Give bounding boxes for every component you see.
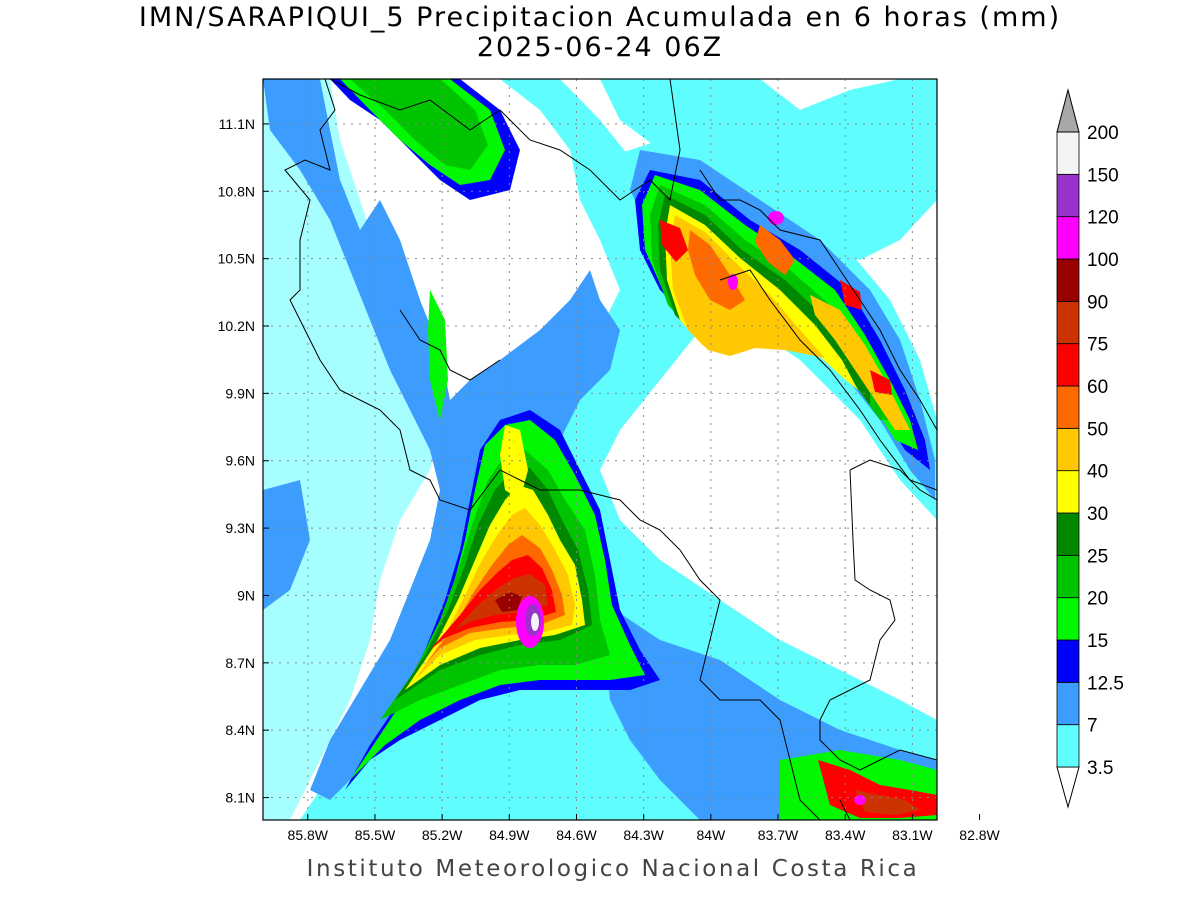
colorbar-level-label: 90 bbox=[1087, 292, 1108, 313]
colorbar-lower-arrow bbox=[1056, 766, 1080, 809]
colorbar-swatch bbox=[1056, 470, 1080, 514]
colorbar-level-label: 200 bbox=[1087, 123, 1119, 144]
map-title: IMN/SARAPIQUI_5 Precipitacion Acumulada … bbox=[138, 2, 1062, 33]
lat-tick-label: 8.4N bbox=[225, 722, 255, 738]
colorbar-level-label: 100 bbox=[1087, 250, 1119, 271]
map-subtitle-date: 2025-06-24 06Z bbox=[476, 32, 724, 63]
colorbar-swatch bbox=[1056, 597, 1080, 641]
lat-tick-label: 11.1N bbox=[219, 116, 255, 132]
colorbar-level-label: 150 bbox=[1087, 165, 1119, 186]
lon-tick-label: 85.8W bbox=[288, 827, 329, 843]
colorbar-level-label: 30 bbox=[1087, 504, 1108, 525]
map-frame bbox=[262, 78, 938, 821]
lon-tick-label: 83.4W bbox=[825, 827, 866, 843]
colorbar-level-label: 120 bbox=[1087, 208, 1119, 229]
latitude-axis: 11.1N 10.8N 10.5N 10.2N 9.9N 9.6N 9.3N 9N 8.7N 8.… bbox=[218, 116, 269, 806]
lon-tick-label: 82.8W bbox=[959, 827, 1000, 843]
map-grid bbox=[263, 79, 937, 820]
colorbar-swatch bbox=[1056, 385, 1080, 429]
colorbar-upper-arrow bbox=[1056, 88, 1080, 133]
colorbar-swatch bbox=[1056, 639, 1080, 683]
lat-tick-label: 9.6N bbox=[225, 453, 255, 469]
longitude-axis: 85.8W 85.5W 85.2W 84.9W 84.6W 84.3W 84W 83.7W 83… bbox=[288, 814, 1001, 843]
colorbar-swatch bbox=[1056, 258, 1080, 302]
lon-tick-label: 83.1W bbox=[892, 827, 933, 843]
colorbar-swatch bbox=[1056, 427, 1080, 472]
colorbar-swatch bbox=[1056, 131, 1080, 175]
colorbar-level-label: 60 bbox=[1087, 377, 1108, 398]
colorbar-level-label: 3.5 bbox=[1087, 758, 1113, 779]
lat-tick-label: 8.7N bbox=[225, 655, 255, 671]
lon-tick-label: 84.3W bbox=[623, 827, 664, 843]
lon-tick-label: 83.7W bbox=[758, 827, 799, 843]
lon-tick-label: 85.5W bbox=[355, 827, 396, 843]
coastline-borders bbox=[284, 79, 937, 820]
lon-tick-label: 84W bbox=[696, 827, 726, 843]
lat-tick-label: 10.8N bbox=[218, 183, 255, 199]
colorbar-swatch bbox=[1056, 173, 1080, 218]
lat-tick-label: 9.3N bbox=[225, 520, 255, 536]
lat-tick-label: 9.9N bbox=[225, 385, 255, 401]
colorbar-swatch bbox=[1056, 512, 1080, 556]
colorbar-swatch bbox=[1056, 681, 1080, 726]
colorbar-level-label: 75 bbox=[1087, 335, 1108, 356]
colorbar-level-label: 50 bbox=[1087, 419, 1108, 440]
lat-tick-label: 9N bbox=[237, 587, 255, 603]
precipitation-map bbox=[263, 79, 937, 820]
colorbar-level-label: 15 bbox=[1087, 631, 1108, 652]
precip-band-150 bbox=[531, 613, 539, 631]
lat-tick-label: 8.1N bbox=[225, 790, 255, 806]
colorbar-level-label: 20 bbox=[1087, 589, 1108, 610]
lon-tick-label: 84.9W bbox=[489, 827, 530, 843]
colorbar-level-label: 25 bbox=[1087, 546, 1108, 567]
colorbar-level-label: 12.5 bbox=[1087, 673, 1124, 694]
colorbar-level-label: 40 bbox=[1087, 462, 1108, 483]
lon-tick-label: 85.2W bbox=[422, 827, 463, 843]
colorbar-swatch bbox=[1056, 216, 1080, 260]
colorbar-swatch bbox=[1056, 554, 1080, 599]
lon-tick-label: 84.6W bbox=[556, 827, 597, 843]
precip-band-90 bbox=[495, 592, 522, 612]
colorbar-swatch bbox=[1056, 300, 1080, 345]
colorbar-level-label: 7 bbox=[1087, 716, 1098, 737]
lat-tick-label: 10.5N bbox=[218, 251, 255, 267]
lat-tick-label: 10.2N bbox=[218, 318, 255, 334]
footer-credit: Instituto Meteorologico Nacional Costa R… bbox=[306, 856, 920, 882]
colorbar-swatch bbox=[1056, 724, 1080, 768]
colorbar-swatch bbox=[1056, 343, 1080, 387]
colorbar-legend: 3.5 7 12.5 15 20 25 30 40 50 60 75 90 100 120 150 200 bbox=[1056, 88, 1124, 809]
